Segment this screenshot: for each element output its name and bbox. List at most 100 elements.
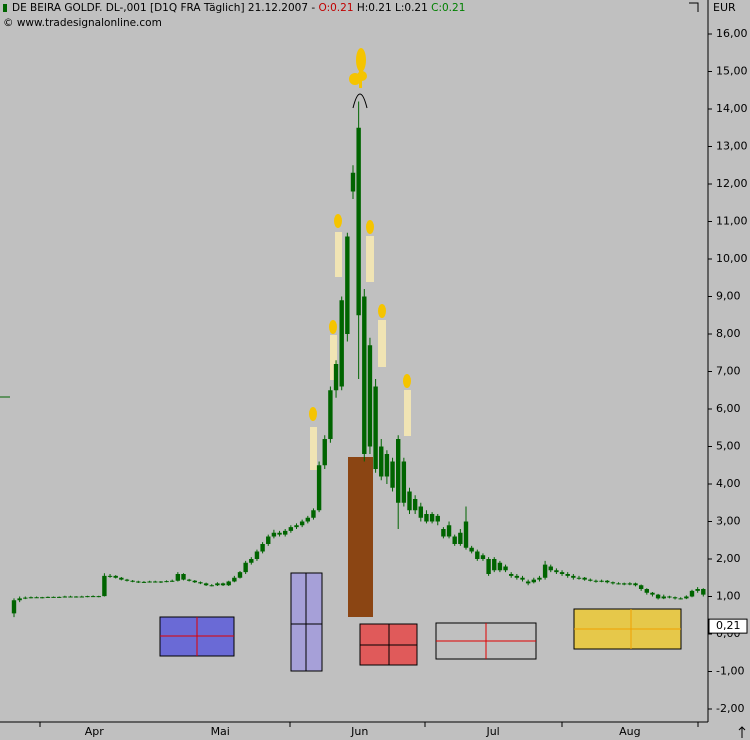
y-tick-label: -2,00 bbox=[716, 702, 744, 715]
candle-body bbox=[226, 581, 231, 586]
candle-body bbox=[542, 564, 548, 578]
candle-body bbox=[616, 583, 621, 585]
legend-swatch bbox=[3, 4, 7, 12]
x-tick-label: Mai bbox=[211, 725, 230, 738]
corner-icon bbox=[689, 2, 699, 12]
candle-body bbox=[633, 583, 638, 586]
candle-body bbox=[610, 582, 616, 584]
candle-body bbox=[384, 454, 390, 477]
candle-body bbox=[446, 525, 452, 537]
copyright: © www.tradesignalonline.com bbox=[3, 17, 162, 29]
candle-body bbox=[113, 575, 118, 578]
candle-body bbox=[141, 581, 147, 583]
chart-header: DE BEIRA GOLDF. DL-,001 [D1Q FRA Täglich… bbox=[12, 2, 465, 14]
candle-body bbox=[305, 517, 310, 522]
drawings bbox=[159, 48, 682, 672]
candle-body bbox=[373, 386, 378, 469]
candle-body bbox=[362, 296, 367, 454]
candle-body bbox=[220, 583, 226, 586]
candle-body bbox=[40, 597, 45, 599]
candle-body bbox=[57, 596, 62, 598]
candle-body bbox=[130, 580, 135, 582]
candle-body bbox=[480, 555, 486, 559]
red-box-cross bbox=[360, 624, 417, 665]
candle-body bbox=[51, 596, 56, 598]
candle-body bbox=[503, 566, 508, 571]
scroll-arrow bbox=[738, 726, 746, 738]
candle-body bbox=[107, 575, 113, 577]
candle-body bbox=[158, 581, 164, 583]
candle-body bbox=[463, 521, 469, 548]
month-separators bbox=[39, 722, 699, 727]
candle-body bbox=[576, 577, 582, 579]
candle-body bbox=[520, 577, 525, 580]
candle-body bbox=[294, 525, 299, 528]
candle-body bbox=[209, 585, 214, 587]
high: H:0.21 bbox=[357, 2, 392, 14]
candle-body bbox=[339, 300, 344, 387]
candle-body bbox=[571, 575, 576, 578]
candle-body bbox=[102, 575, 107, 597]
candle-body bbox=[435, 515, 440, 522]
x-tick-label: Aug bbox=[619, 725, 640, 738]
candle-body bbox=[288, 527, 294, 531]
candle-body bbox=[407, 491, 412, 511]
candle-body bbox=[45, 596, 51, 598]
candle-body bbox=[622, 583, 627, 585]
y-tick-label: 5,00 bbox=[716, 440, 741, 453]
purple-box-cross bbox=[291, 573, 322, 671]
candle-body bbox=[260, 544, 265, 552]
y-tick-label: 15,00 bbox=[716, 65, 748, 78]
candle-body bbox=[299, 521, 305, 526]
y-unit: EUR bbox=[713, 1, 736, 14]
candle-body bbox=[689, 590, 695, 597]
candle-body bbox=[379, 446, 384, 477]
candle-body bbox=[73, 596, 79, 598]
candle-body bbox=[701, 589, 706, 595]
candle-body bbox=[412, 499, 418, 511]
candle-body bbox=[627, 583, 633, 585]
candle-body bbox=[249, 559, 254, 563]
candle-body bbox=[424, 514, 429, 522]
candle-body bbox=[28, 597, 34, 599]
last-price-label: 0,21 bbox=[716, 619, 741, 632]
candle-body bbox=[271, 532, 277, 537]
candle-body bbox=[452, 536, 457, 544]
candle-body bbox=[655, 594, 661, 599]
candle-body bbox=[554, 570, 559, 573]
candle-body bbox=[429, 514, 435, 522]
candle-body bbox=[486, 559, 491, 574]
candle-body bbox=[23, 597, 28, 599]
candle-body bbox=[153, 581, 158, 583]
candle-body bbox=[232, 577, 237, 582]
blue-box-cross bbox=[160, 617, 234, 656]
candle-body bbox=[164, 581, 169, 583]
close: C:0.21 bbox=[431, 2, 465, 14]
candle-body bbox=[170, 580, 175, 582]
candle-body bbox=[661, 596, 666, 599]
y-tick-label: 16,00 bbox=[716, 27, 748, 40]
candle-body bbox=[582, 577, 587, 580]
candle-body bbox=[390, 461, 395, 488]
y-tick-label: 4,00 bbox=[716, 477, 741, 490]
candle-body bbox=[192, 580, 197, 583]
x-tick-label: Apr bbox=[85, 725, 105, 738]
candle-body bbox=[548, 566, 553, 571]
candle-body bbox=[418, 506, 423, 518]
plot: 16,00 15,00 14,00 13,00 12,00 11,00 10,00 9,00 8… bbox=[11, 27, 748, 738]
y-tick-label: 9,00 bbox=[716, 290, 741, 303]
gray-box-cross bbox=[436, 623, 536, 659]
y-tick-label: -1,00 bbox=[716, 665, 744, 678]
y-tick-label: 1,00 bbox=[716, 590, 741, 603]
candle-body bbox=[79, 596, 84, 598]
candle-body bbox=[356, 127, 361, 316]
candle-body bbox=[17, 598, 22, 601]
candle-body bbox=[198, 582, 203, 584]
y-tick-label: 13,00 bbox=[716, 140, 748, 153]
candle-body bbox=[175, 574, 181, 581]
candle-body bbox=[559, 572, 565, 574]
candle-body bbox=[684, 596, 689, 599]
candle-body bbox=[593, 580, 599, 582]
candle-body bbox=[203, 583, 209, 586]
